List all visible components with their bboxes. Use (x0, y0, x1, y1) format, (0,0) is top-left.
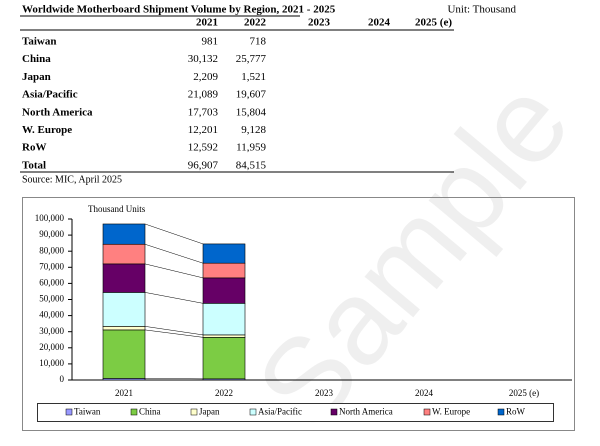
y-axis-label: Thousand Units (88, 204, 146, 214)
y-tick-label: 90,000 (39, 229, 64, 239)
column-header: 2021 (196, 17, 218, 29)
legend-swatch (130, 408, 138, 416)
x-tick-label: 2023 (315, 388, 334, 398)
table-unit: Unit: Thousand (447, 4, 516, 16)
cell: 2,209 (193, 71, 218, 83)
bar-segment (102, 329, 146, 379)
connector (144, 292, 204, 304)
bar-segment (202, 277, 246, 304)
bar-segment (202, 303, 246, 336)
legend-swatch (65, 408, 73, 416)
cell: 30,132 (188, 53, 218, 65)
y-tick-label: 100,000 (35, 213, 65, 223)
bar-segment (202, 243, 246, 264)
cell: 1,521 (241, 71, 266, 83)
legend-label: Asia/Pacific (258, 407, 302, 417)
column-header: 2022 (244, 17, 267, 29)
cell: 17,703 (188, 106, 219, 118)
cell: 15,804 (236, 106, 267, 118)
legend-label: North America (339, 407, 393, 417)
legend-swatch (190, 408, 198, 416)
x-tick-label: 2022 (215, 388, 233, 398)
column-header: 2023 (308, 17, 331, 29)
legend-swatch (423, 408, 431, 416)
bar-segment (102, 243, 146, 265)
connector (144, 329, 204, 338)
row-label: RoW (22, 142, 46, 154)
y-tick-label: 10,000 (39, 358, 64, 368)
watermark: Sample (231, 55, 595, 446)
connector (144, 263, 204, 279)
row-label: Taiwan (22, 36, 56, 48)
y-tick-label: 0 (60, 374, 65, 384)
y-tick-label: 80,000 (39, 245, 64, 255)
y-tick-label: 50,000 (39, 294, 64, 304)
y-tick-label: 30,000 (39, 326, 64, 336)
row-label: North America (22, 106, 93, 118)
legend-label: RoW (506, 407, 526, 417)
legend-box (37, 403, 554, 422)
bar-segment (202, 262, 246, 279)
cell: 11,959 (236, 142, 266, 154)
y-tick-label: 20,000 (39, 342, 64, 352)
row-label: Total (22, 159, 46, 171)
row-label: Japan (22, 71, 51, 83)
column-header: 2024 (368, 17, 391, 29)
cell: 21,089 (188, 89, 219, 101)
table-source: Source: MIC, April 2025 (22, 174, 122, 185)
bar-segment (102, 263, 146, 293)
bar-segment (102, 326, 146, 331)
table-title: Worldwide Motherboard Shipment Volume by… (22, 4, 336, 16)
legend-swatch (330, 408, 338, 416)
legend-swatch (497, 408, 505, 416)
x-tick-label: 2024 (415, 388, 434, 398)
legend-label: China (139, 407, 161, 417)
cell: 9,128 (241, 124, 266, 136)
connector (144, 326, 204, 336)
cell: 12,201 (188, 124, 218, 136)
cell: 96,907 (188, 159, 219, 171)
cell: 25,777 (236, 53, 267, 65)
cell: 981 (202, 36, 219, 48)
legend-swatch (249, 408, 257, 416)
cell: 19,607 (236, 89, 267, 101)
legend-label: Japan (199, 407, 220, 417)
bar-segment (102, 292, 146, 327)
x-tick-label: 2021 (115, 388, 133, 398)
bar-segment (202, 334, 246, 338)
bar-segment (202, 337, 246, 380)
legend-label: Taiwan (74, 407, 101, 417)
connector (144, 244, 204, 264)
bar-segment (102, 223, 146, 245)
row-label: China (22, 53, 51, 65)
y-tick-label: 40,000 (39, 310, 64, 320)
connector (144, 223, 204, 245)
y-tick-label: 60,000 (39, 277, 64, 287)
cell: 12,592 (188, 142, 218, 154)
row-label: W. Europe (22, 124, 72, 136)
row-label: Asia/Pacific (22, 89, 78, 101)
legend-label: W. Europe (432, 407, 470, 417)
cell: 84,515 (236, 159, 267, 171)
y-tick-label: 70,000 (39, 261, 64, 271)
column-header: 2025 (e) (415, 17, 452, 29)
x-tick-label: 2025 (e) (509, 388, 539, 398)
chart-frame (22, 197, 575, 431)
cell: 718 (250, 36, 267, 48)
